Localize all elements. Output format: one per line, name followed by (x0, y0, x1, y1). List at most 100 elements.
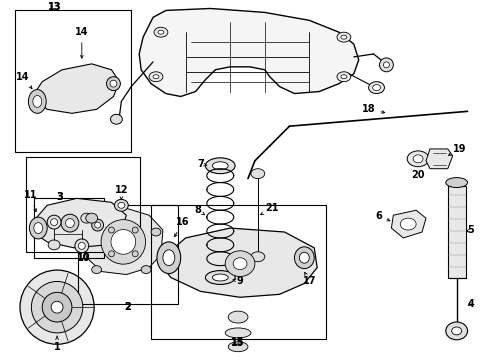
Ellipse shape (341, 35, 347, 39)
Ellipse shape (158, 30, 164, 34)
Polygon shape (392, 210, 426, 238)
Text: 15: 15 (231, 337, 245, 347)
Polygon shape (139, 9, 359, 96)
Ellipse shape (29, 217, 47, 239)
Ellipse shape (154, 27, 168, 37)
Text: 19: 19 (448, 144, 466, 156)
Text: 7: 7 (197, 159, 207, 169)
Ellipse shape (225, 328, 251, 338)
Polygon shape (32, 198, 126, 248)
Ellipse shape (294, 247, 314, 269)
Ellipse shape (118, 202, 125, 208)
Ellipse shape (141, 266, 151, 274)
Polygon shape (82, 208, 163, 275)
Ellipse shape (212, 162, 228, 170)
Text: 2: 2 (124, 302, 131, 312)
Ellipse shape (413, 155, 423, 163)
Text: 11: 11 (24, 190, 37, 212)
Ellipse shape (31, 282, 83, 333)
Ellipse shape (446, 177, 467, 188)
Text: 5: 5 (466, 225, 474, 235)
Ellipse shape (163, 250, 175, 266)
Ellipse shape (78, 242, 85, 249)
Text: 2: 2 (124, 302, 131, 312)
Ellipse shape (92, 219, 103, 231)
Ellipse shape (400, 218, 416, 230)
Text: 13: 13 (49, 3, 62, 13)
Polygon shape (426, 149, 453, 169)
Ellipse shape (42, 292, 72, 322)
Ellipse shape (228, 311, 248, 323)
Ellipse shape (151, 228, 161, 236)
Ellipse shape (86, 213, 98, 223)
Text: 14: 14 (16, 72, 32, 89)
Ellipse shape (106, 77, 121, 91)
Ellipse shape (51, 301, 63, 313)
Ellipse shape (157, 242, 181, 274)
Polygon shape (32, 64, 120, 113)
Ellipse shape (341, 75, 347, 79)
Ellipse shape (110, 80, 117, 87)
Text: 16: 16 (174, 217, 190, 237)
Ellipse shape (337, 72, 351, 82)
Ellipse shape (48, 240, 60, 250)
Text: 3: 3 (57, 192, 63, 202)
Bar (34, 198, 103, 258)
Text: 18: 18 (362, 104, 385, 114)
Text: 14: 14 (75, 27, 89, 58)
Ellipse shape (372, 85, 381, 91)
Text: 3: 3 (57, 192, 63, 202)
Ellipse shape (47, 215, 61, 229)
Ellipse shape (153, 75, 159, 79)
Ellipse shape (108, 251, 115, 257)
Bar (78, 205, 178, 304)
Ellipse shape (205, 271, 235, 284)
Ellipse shape (34, 222, 43, 234)
Text: 10: 10 (77, 252, 91, 262)
Ellipse shape (28, 90, 46, 113)
Polygon shape (161, 228, 317, 297)
Ellipse shape (212, 274, 228, 281)
Ellipse shape (132, 251, 138, 257)
Text: 1: 1 (54, 336, 60, 352)
Ellipse shape (66, 219, 74, 228)
Ellipse shape (149, 72, 163, 82)
Ellipse shape (368, 82, 385, 94)
Ellipse shape (299, 252, 309, 263)
Text: 17: 17 (302, 273, 316, 287)
Bar (151, 205, 326, 339)
Ellipse shape (108, 227, 115, 233)
Ellipse shape (92, 266, 101, 274)
Ellipse shape (337, 32, 351, 42)
Ellipse shape (205, 158, 235, 174)
Text: 8: 8 (194, 205, 205, 215)
Text: 10: 10 (77, 253, 91, 263)
Ellipse shape (20, 270, 94, 344)
Bar (26, 157, 140, 252)
Ellipse shape (132, 227, 138, 233)
Ellipse shape (380, 58, 393, 72)
Ellipse shape (81, 213, 93, 223)
Bar (15, 10, 131, 152)
Ellipse shape (251, 169, 265, 179)
Ellipse shape (228, 342, 248, 352)
Ellipse shape (50, 219, 57, 226)
Text: 20: 20 (411, 170, 425, 180)
Text: 13: 13 (49, 3, 62, 13)
Ellipse shape (95, 222, 100, 228)
Ellipse shape (115, 199, 128, 211)
Text: 12: 12 (115, 185, 128, 199)
Ellipse shape (446, 322, 467, 340)
Ellipse shape (110, 114, 122, 124)
Text: 4: 4 (467, 299, 474, 309)
Ellipse shape (75, 239, 89, 253)
Text: 15: 15 (231, 338, 245, 348)
Ellipse shape (61, 214, 79, 232)
Polygon shape (448, 185, 466, 278)
Ellipse shape (101, 220, 146, 264)
Ellipse shape (452, 327, 462, 335)
Ellipse shape (233, 258, 247, 270)
Ellipse shape (251, 252, 265, 262)
Text: 21: 21 (261, 203, 278, 215)
Ellipse shape (111, 230, 136, 254)
